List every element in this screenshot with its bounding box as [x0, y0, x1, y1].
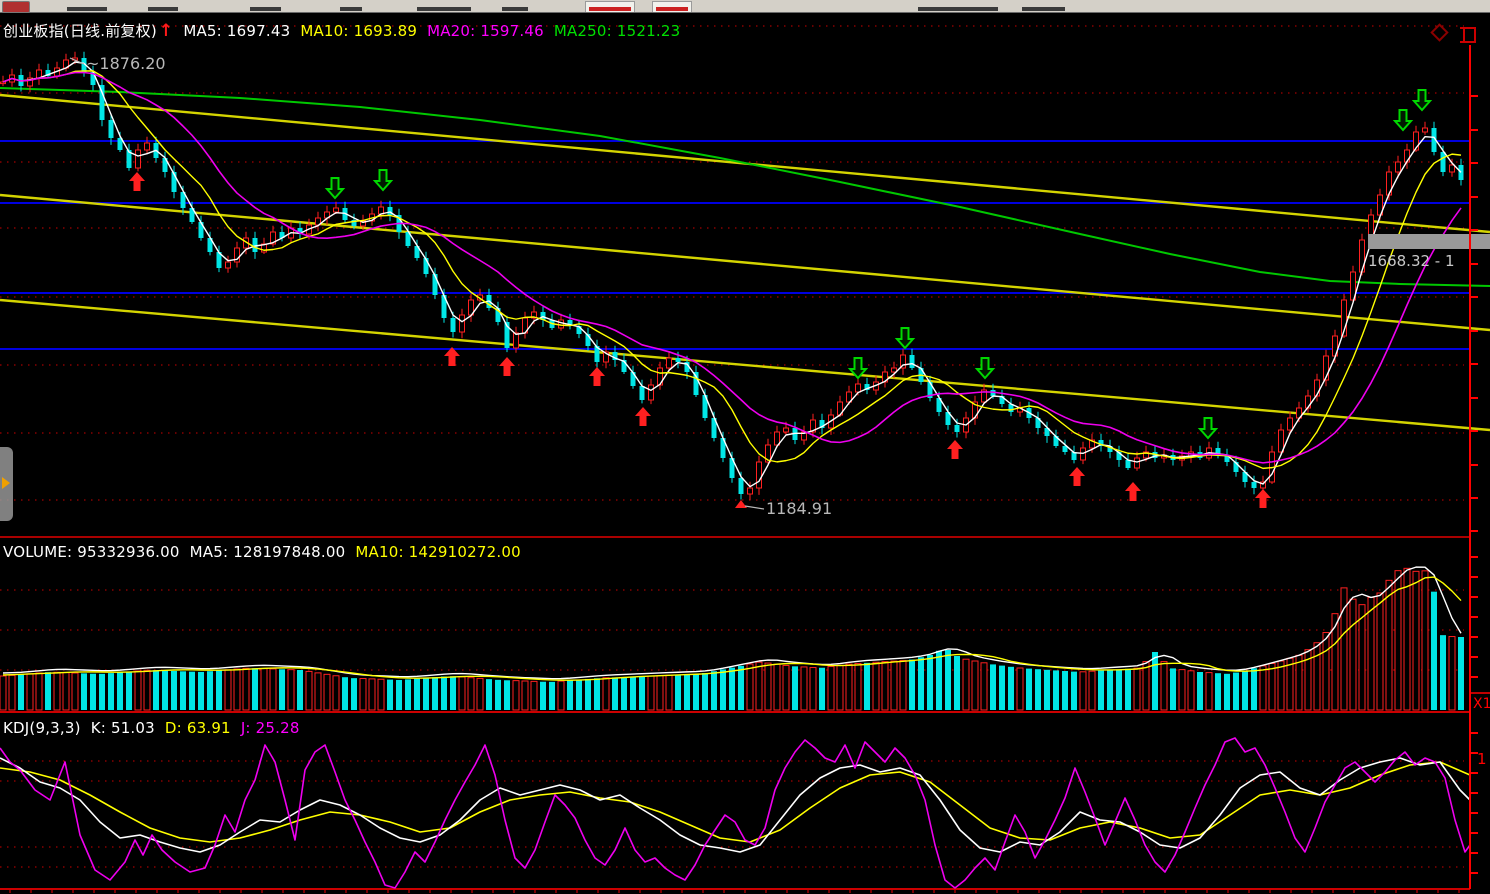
ma10-value: MA10: 1693.89	[300, 22, 418, 40]
kdj-label: KDJ(9,3,3)	[3, 719, 81, 737]
diamond-tool-icon[interactable]	[1430, 23, 1449, 42]
app-logo	[2, 1, 30, 13]
chart-tool-icons	[1430, 23, 1476, 43]
pane-switch-icon[interactable]	[1460, 26, 1476, 43]
menu-red-button[interactable]	[585, 1, 635, 12]
menu-item-fragment[interactable]	[340, 7, 362, 11]
kdj-d-value: D: 63.91	[164, 719, 231, 737]
menu-item-fragment[interactable]	[250, 7, 281, 11]
kdj-header: KDJ(9,3,3) K: 51.03 D: 63.91 J: 25.28	[3, 719, 310, 737]
volume-ma10-value: MA10: 142910272.00	[355, 543, 521, 561]
ma250-value: MA250: 1521.23	[553, 22, 681, 40]
ma5-value: MA5: 1697.43	[183, 22, 291, 40]
menu-bar[interactable]	[0, 0, 1490, 13]
kdj-k-value: K: 51.03	[90, 719, 155, 737]
menu-item-fragment[interactable]	[148, 7, 178, 11]
svg-text:1184.91: 1184.91	[766, 499, 832, 518]
volume-ma5-value: MA5: 128197848.00	[189, 543, 346, 561]
side-panel-handle[interactable]	[0, 447, 13, 521]
menu-item-fragment[interactable]	[502, 7, 528, 11]
menu-red-button[interactable]	[652, 1, 692, 12]
main-chart-header: 创业板指(日线.前复权) ↑ MA5: 1697.43 MA10: 1693.89 MA…	[3, 20, 690, 41]
svg-text:1: 1	[1477, 750, 1487, 768]
menu-item-fragment[interactable]	[918, 7, 998, 11]
x1-scale-label: X1	[1473, 696, 1490, 712]
trend-up-icon: ↑	[158, 21, 174, 41]
svg-text:~1876.20: ~1876.20	[86, 54, 166, 73]
volume-value: VOLUME: 95332936.00	[3, 543, 180, 561]
ma20-value: MA20: 1597.46	[427, 22, 544, 40]
kdj-j-value: J: 25.28	[240, 719, 300, 737]
expand-arrow-icon	[2, 477, 10, 489]
instrument-title: 创业板指(日线.前复权)	[3, 22, 157, 40]
menu-item-fragment[interactable]	[417, 7, 471, 11]
volume-header: VOLUME: 95332936.00 MA5: 128197848.00 MA10…	[3, 543, 531, 561]
menu-item-fragment[interactable]	[67, 7, 107, 11]
svg-text:1668.32 - 1: 1668.32 - 1	[1368, 252, 1455, 270]
menu-item-fragment[interactable]	[1022, 7, 1065, 11]
